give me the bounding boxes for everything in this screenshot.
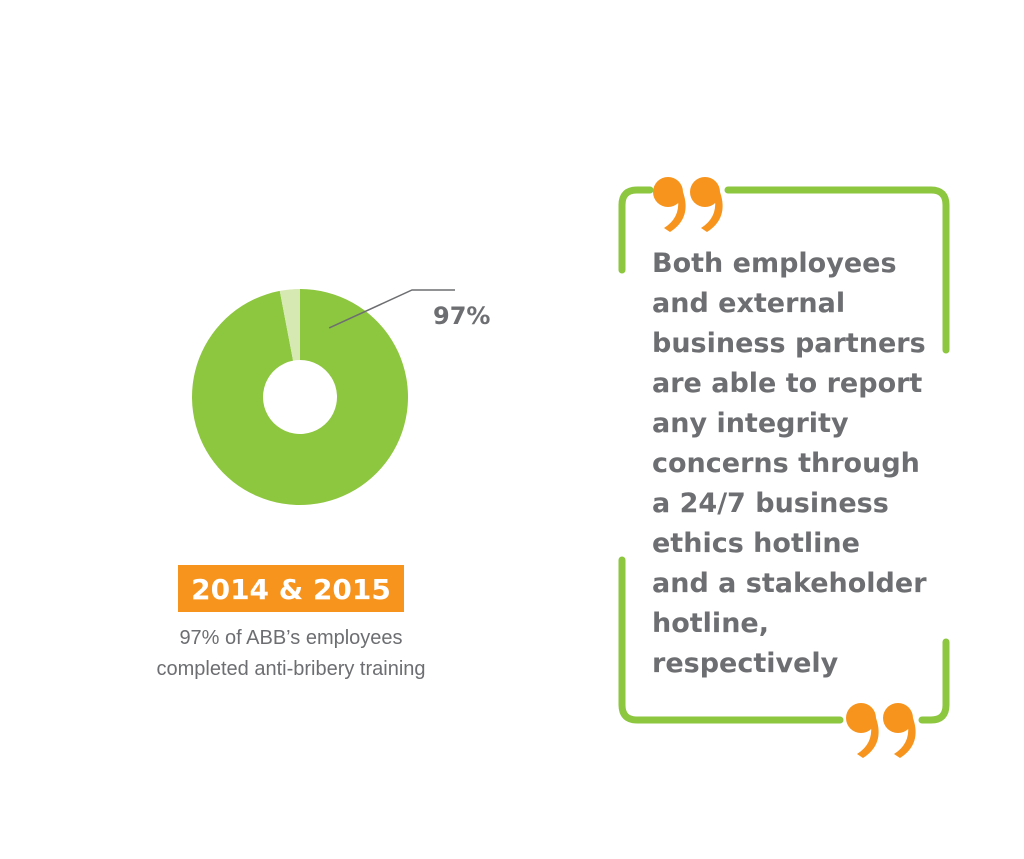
quote-line: respectively: [652, 648, 839, 679]
value-label: 97%: [433, 302, 490, 330]
caption-line: 97% of ABB’s employees: [179, 627, 402, 649]
frame-bottom-right: [918, 638, 950, 724]
badge: [178, 565, 404, 612]
quote-frame: [618, 186, 950, 724]
quote-close: [846, 703, 916, 758]
quote-open: [653, 177, 723, 232]
quote-text: Both employees and external business partn…: [652, 248, 927, 679]
quote-line: concerns through: [652, 448, 920, 479]
quote-line: business partners: [652, 328, 926, 359]
frame-top-right: [724, 186, 950, 354]
quote-line: are able to report: [652, 368, 922, 399]
quote-line: and a stakeholder: [652, 568, 927, 599]
quote-line: hotline,: [652, 608, 769, 639]
frame-bottom-left: [618, 556, 844, 724]
slice: [191, 289, 408, 505]
badge-text: 2014 & 2015: [191, 573, 391, 606]
frame-top-left: [618, 186, 654, 274]
quote-line: ethics hotline: [652, 528, 860, 559]
donut-chart: 97%: [191, 289, 490, 505]
quote-line: Both employees: [652, 248, 897, 279]
caption-line: completed anti-bribery training: [156, 658, 425, 680]
leader-line: [328, 289, 455, 329]
quote-line: and external: [652, 288, 845, 319]
quote-line: any integrity: [652, 408, 849, 439]
quote-line: a 24/7 business: [652, 488, 889, 519]
slice: [279, 289, 300, 361]
